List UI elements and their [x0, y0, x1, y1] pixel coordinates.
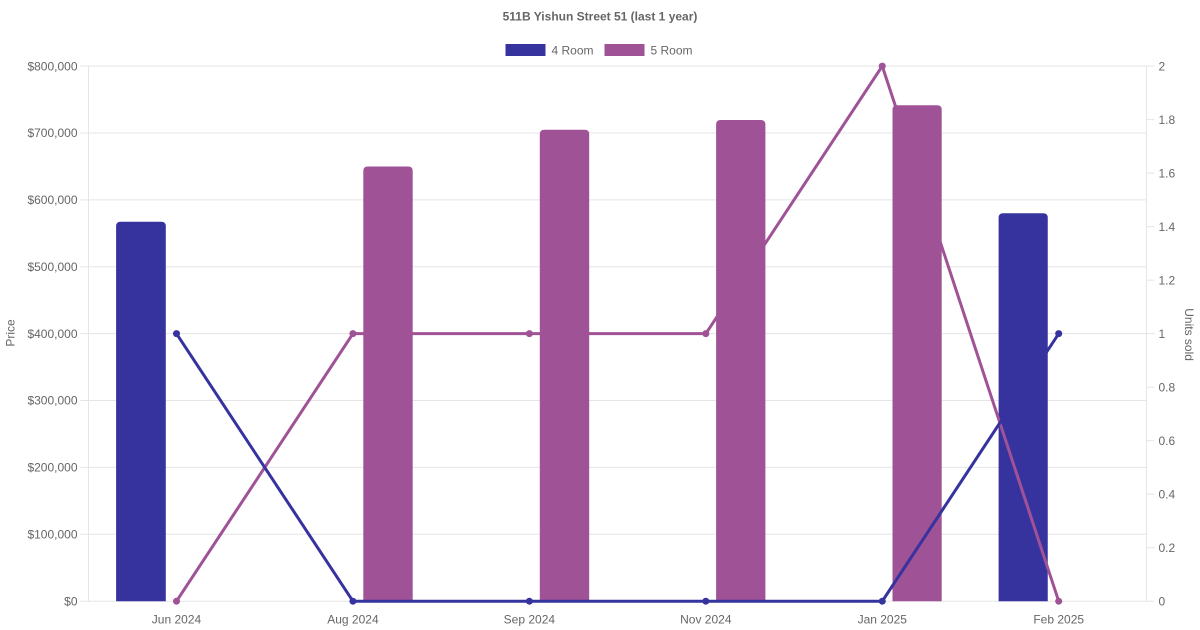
svg-text:0.2: 0.2 — [1159, 541, 1176, 555]
svg-text:Nov 2024: Nov 2024 — [680, 612, 732, 626]
svg-text:$700,000: $700,000 — [27, 126, 77, 140]
svg-text:Jan 2025: Jan 2025 — [858, 612, 908, 626]
svg-text:Price: Price — [4, 319, 18, 347]
svg-text:$600,000: $600,000 — [27, 193, 77, 207]
svg-text:$0: $0 — [64, 594, 78, 608]
svg-text:0.4: 0.4 — [1159, 487, 1176, 501]
svg-text:$300,000: $300,000 — [27, 394, 77, 408]
svg-text:1.8: 1.8 — [1159, 113, 1176, 127]
svg-text:Aug 2024: Aug 2024 — [327, 612, 379, 626]
svg-text:1.6: 1.6 — [1159, 166, 1176, 180]
svg-text:0.8: 0.8 — [1159, 380, 1176, 394]
svg-text:5 Room: 5 Room — [651, 43, 693, 57]
svg-text:Feb 2025: Feb 2025 — [1033, 612, 1084, 626]
svg-text:1.2: 1.2 — [1159, 273, 1176, 287]
svg-text:$200,000: $200,000 — [27, 461, 77, 475]
svg-text:Jun 2024: Jun 2024 — [152, 612, 202, 626]
svg-text:2: 2 — [1159, 59, 1166, 73]
svg-text:1: 1 — [1159, 327, 1166, 341]
svg-text:$100,000: $100,000 — [27, 528, 77, 542]
svg-text:$800,000: $800,000 — [27, 59, 77, 73]
svg-text:511B Yishun Street 51 (last 1: 511B Yishun Street 51 (last 1 year) — [503, 10, 698, 24]
svg-text:Units sold: Units sold — [1182, 308, 1196, 361]
svg-text:4 Room: 4 Room — [552, 43, 594, 57]
svg-text:1.4: 1.4 — [1159, 220, 1176, 234]
svg-text:$400,000: $400,000 — [27, 327, 77, 341]
svg-text:$500,000: $500,000 — [27, 260, 77, 274]
svg-text:Sep 2024: Sep 2024 — [504, 612, 556, 626]
svg-text:0.6: 0.6 — [1159, 434, 1176, 448]
svg-text:0: 0 — [1159, 594, 1166, 608]
